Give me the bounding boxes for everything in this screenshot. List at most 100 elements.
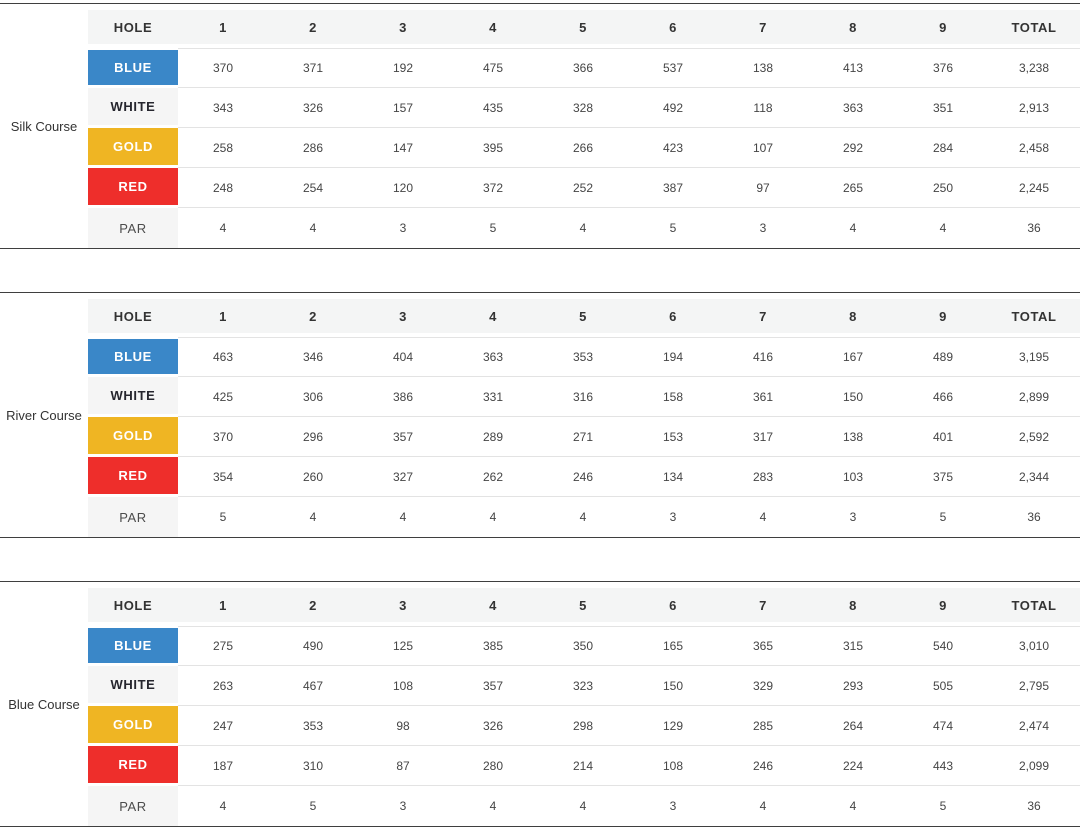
hole-number-header: 7 bbox=[718, 582, 808, 626]
hole-number-header: 1 bbox=[178, 582, 268, 626]
hole-value-cell: 108 bbox=[628, 746, 718, 786]
hole-value-cell: 5 bbox=[628, 208, 718, 248]
hole-value-cell: 284 bbox=[898, 128, 988, 168]
tee-label-gold: GOLD bbox=[88, 417, 178, 457]
hole-value-cell: 357 bbox=[448, 666, 538, 706]
hole-value-cell: 4 bbox=[718, 786, 808, 826]
hole-value-cell: 327 bbox=[358, 457, 448, 497]
hole-value-cell: 4 bbox=[268, 208, 358, 248]
hole-value-cell: 353 bbox=[268, 706, 358, 746]
hole-value-cell: 298 bbox=[538, 706, 628, 746]
white-row: WHITE 343 326 157 435 328 492 118 363 351 2,913 bbox=[0, 88, 1080, 128]
total-header-cell: TOTAL bbox=[988, 4, 1080, 48]
hole-value-cell: 5 bbox=[268, 786, 358, 826]
row-total-cell: 36 bbox=[988, 786, 1080, 826]
hole-value-cell: 467 bbox=[268, 666, 358, 706]
hole-value-cell: 5 bbox=[898, 497, 988, 537]
hole-value-cell: 150 bbox=[808, 377, 898, 417]
course-scorecard-2: River Course HOLE 1 2 3 4 5 6 7 8 9 TOTAL BLUE 463 346… bbox=[0, 292, 1080, 538]
hole-value-cell: 4 bbox=[538, 786, 628, 826]
hole-number-header: 4 bbox=[448, 293, 538, 337]
tee-label-gold: GOLD bbox=[88, 128, 178, 168]
hole-value-cell: 317 bbox=[718, 417, 808, 457]
hole-value-cell: 258 bbox=[178, 128, 268, 168]
hole-value-cell: 266 bbox=[538, 128, 628, 168]
tee-label-blue: BLUE bbox=[88, 626, 178, 666]
hole-value-cell: 167 bbox=[808, 337, 898, 377]
hole-value-cell: 187 bbox=[178, 746, 268, 786]
hole-number-header: 7 bbox=[718, 293, 808, 337]
row-total-cell: 2,344 bbox=[988, 457, 1080, 497]
hole-value-cell: 435 bbox=[448, 88, 538, 128]
hole-value-cell: 474 bbox=[898, 706, 988, 746]
hole-value-cell: 192 bbox=[358, 48, 448, 88]
hole-value-cell: 401 bbox=[898, 417, 988, 457]
white-row: WHITE 425 306 386 331 316 158 361 150 466 2,899 bbox=[0, 377, 1080, 417]
hole-number-header: 3 bbox=[358, 582, 448, 626]
tee-label-red: RED bbox=[88, 457, 178, 497]
hole-value-cell: 365 bbox=[718, 626, 808, 666]
gold-row: GOLD 258 286 147 395 266 423 107 292 284 2,458 bbox=[0, 128, 1080, 168]
hole-value-cell: 331 bbox=[448, 377, 538, 417]
hole-number-header: 2 bbox=[268, 293, 358, 337]
hole-number-header: 5 bbox=[538, 4, 628, 48]
hole-value-cell: 4 bbox=[808, 208, 898, 248]
hole-value-cell: 98 bbox=[358, 706, 448, 746]
hole-value-cell: 265 bbox=[808, 168, 898, 208]
hole-value-cell: 413 bbox=[808, 48, 898, 88]
hole-value-cell: 4 bbox=[538, 208, 628, 248]
hole-value-cell: 292 bbox=[808, 128, 898, 168]
par-row: PAR 5 4 4 4 4 3 4 3 5 36 bbox=[0, 497, 1080, 537]
hole-value-cell: 387 bbox=[628, 168, 718, 208]
hole-value-cell: 416 bbox=[718, 337, 808, 377]
row-total-cell: 2,592 bbox=[988, 417, 1080, 457]
hole-number-header: 5 bbox=[538, 293, 628, 337]
hole-value-cell: 293 bbox=[808, 666, 898, 706]
tee-label-white: WHITE bbox=[88, 88, 178, 128]
hole-value-cell: 283 bbox=[718, 457, 808, 497]
hole-value-cell: 125 bbox=[358, 626, 448, 666]
hole-value-cell: 443 bbox=[898, 746, 988, 786]
hole-value-cell: 271 bbox=[538, 417, 628, 457]
hole-value-cell: 118 bbox=[718, 88, 808, 128]
tee-label-blue: BLUE bbox=[88, 48, 178, 88]
hole-value-cell: 120 bbox=[358, 168, 448, 208]
hole-value-cell: 475 bbox=[448, 48, 538, 88]
hole-value-cell: 386 bbox=[358, 377, 448, 417]
hole-value-cell: 103 bbox=[808, 457, 898, 497]
hole-value-cell: 306 bbox=[268, 377, 358, 417]
row-total-cell: 3,195 bbox=[988, 337, 1080, 377]
hole-value-cell: 370 bbox=[178, 417, 268, 457]
hole-value-cell: 350 bbox=[538, 626, 628, 666]
row-total-cell: 2,458 bbox=[988, 128, 1080, 168]
hole-value-cell: 3 bbox=[628, 497, 718, 537]
hole-number-header: 6 bbox=[628, 4, 718, 48]
tee-label-red: RED bbox=[88, 168, 178, 208]
hole-number-header: 3 bbox=[358, 293, 448, 337]
gold-row: GOLD 370 296 357 289 271 153 317 138 401 2,592 bbox=[0, 417, 1080, 457]
tee-label-gold: GOLD bbox=[88, 706, 178, 746]
hole-value-cell: 537 bbox=[628, 48, 718, 88]
row-total-cell: 2,245 bbox=[988, 168, 1080, 208]
hole-header-cell: HOLE bbox=[88, 582, 178, 626]
course-name-label: Blue Course bbox=[0, 582, 88, 826]
hole-number-header: 8 bbox=[808, 4, 898, 48]
hole-value-cell: 351 bbox=[898, 88, 988, 128]
course-scorecard-3: Blue Course HOLE 1 2 3 4 5 6 7 8 9 TOTAL BLUE 275 490 1… bbox=[0, 581, 1080, 827]
hole-number-header: 6 bbox=[628, 582, 718, 626]
hole-number-header: 6 bbox=[628, 293, 718, 337]
hole-value-cell: 289 bbox=[448, 417, 538, 457]
hole-value-cell: 463 bbox=[178, 337, 268, 377]
hole-value-cell: 285 bbox=[718, 706, 808, 746]
hole-value-cell: 372 bbox=[448, 168, 538, 208]
row-total-cell: 2,474 bbox=[988, 706, 1080, 746]
hole-value-cell: 280 bbox=[448, 746, 538, 786]
hole-number-header: 7 bbox=[718, 4, 808, 48]
hole-value-cell: 371 bbox=[268, 48, 358, 88]
hole-number-header: 5 bbox=[538, 582, 628, 626]
hole-value-cell: 4 bbox=[898, 208, 988, 248]
hole-value-cell: 505 bbox=[898, 666, 988, 706]
hole-value-cell: 3 bbox=[358, 208, 448, 248]
hole-number-header: 8 bbox=[808, 582, 898, 626]
